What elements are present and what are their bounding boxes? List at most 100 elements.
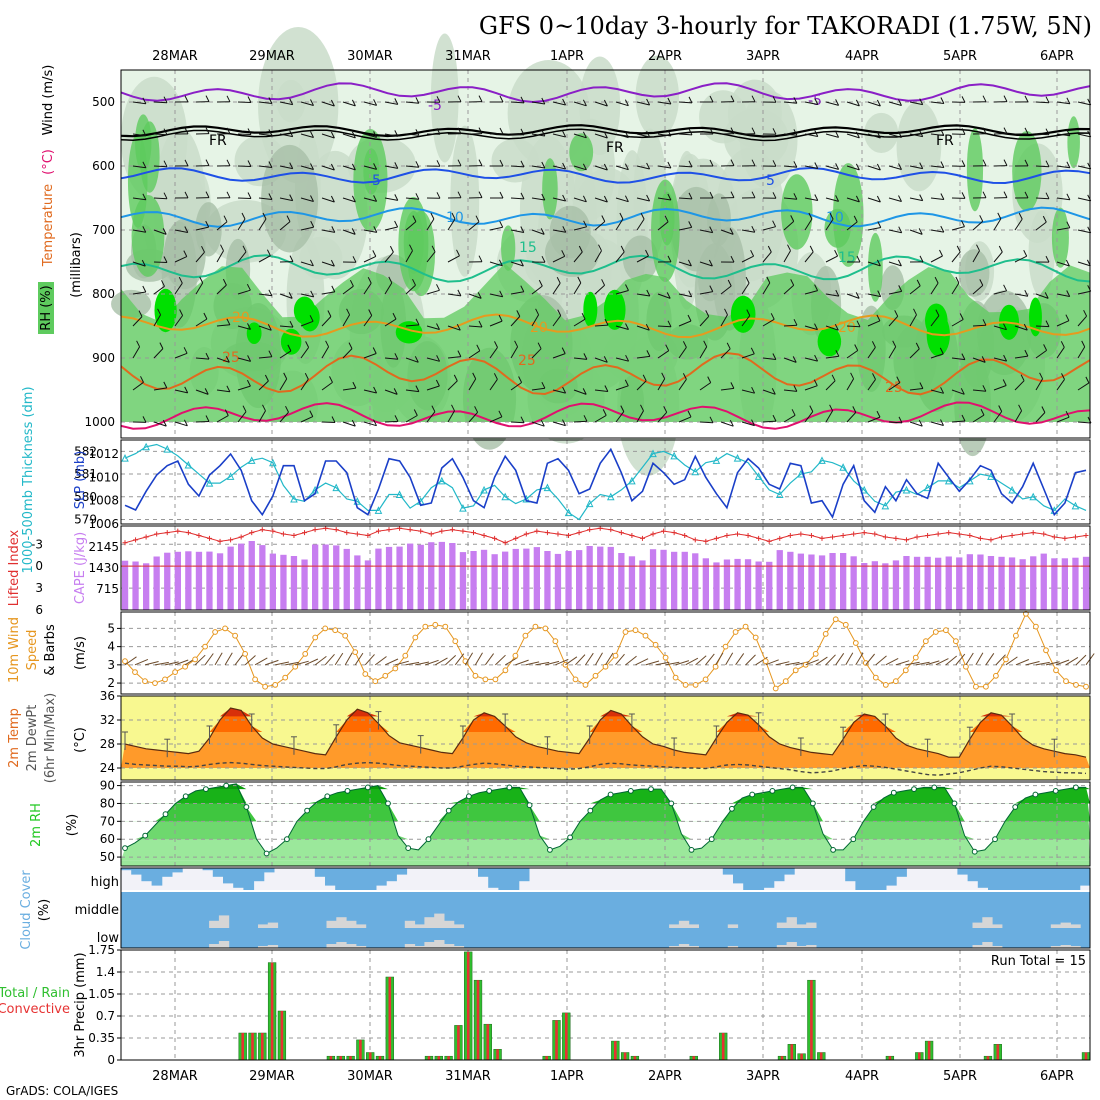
wind-barb [594, 389, 608, 392]
wind-barb [783, 414, 796, 423]
wind-barb [636, 380, 647, 391]
wind-barb-feather [1066, 161, 1071, 169]
wind-barb [237, 218, 246, 231]
cape-bar [734, 558, 741, 610]
wind-barb [384, 226, 398, 231]
wind-barb-feather [667, 129, 672, 137]
wind-barb [615, 197, 629, 203]
surface-wind-barb [525, 661, 540, 666]
wind-barb-feather [373, 163, 378, 170]
cloud-high-bar [855, 868, 867, 890]
wind-barb-feather [268, 97, 273, 104]
wind-barb-feather [919, 382, 924, 389]
wind-barb-feather [934, 276, 939, 284]
wind-barb-feather [918, 228, 923, 235]
wind-barb-feather [751, 191, 756, 198]
wind-barb [195, 389, 209, 395]
wind-barb [657, 101, 671, 105]
cloud-middle-gap [336, 917, 347, 928]
wind-barb-feather [982, 191, 987, 198]
slp-label: SLP (mb) [73, 451, 88, 510]
wind-barb-feather [814, 354, 819, 362]
wind-barb-feather [1085, 376, 1090, 384]
wind-barb [1014, 355, 1028, 359]
wind-barb-feather [247, 128, 252, 135]
thickness-point [501, 492, 509, 501]
lifted-tick-label: 0 [35, 559, 43, 573]
wind-barb [783, 284, 795, 295]
wind-barb-feather [1018, 212, 1023, 220]
cape-bar [607, 546, 614, 610]
cloud-low-bar [444, 944, 455, 948]
wind-barb-feather [835, 99, 840, 106]
wind-barb-feather [961, 353, 966, 360]
wind-barb [1056, 101, 1070, 105]
wind-barb [1077, 346, 1086, 359]
wind-barb-feather [388, 276, 393, 284]
wind-barb [195, 318, 208, 327]
wind-barb-feather [661, 372, 666, 380]
wind-speed-point [622, 629, 629, 635]
surface-wind-barb [965, 652, 974, 666]
wind-barb-feather [541, 97, 546, 105]
wind-barb-feather [939, 249, 943, 257]
wind-barb [552, 101, 566, 106]
precip-convective-bar [329, 1056, 333, 1060]
wind-barb-feather [730, 382, 735, 389]
wind-barb-feather [1066, 193, 1071, 201]
wind-barb-feather [919, 194, 924, 201]
wind-barb [321, 381, 333, 391]
precip-tick-label: 0.35 [88, 1031, 115, 1045]
wind-barb [909, 314, 917, 327]
wind-barb [804, 101, 818, 105]
wind-barb [615, 290, 629, 295]
wind-barb-feather [349, 279, 354, 287]
wind-barb-feather [829, 212, 834, 220]
wind-speed-point [152, 680, 158, 686]
wind-barb-feather [577, 276, 582, 284]
wind-barb-feather [222, 278, 227, 286]
wind-barb [615, 218, 624, 231]
precip-tick-label: 0 [107, 1053, 115, 1067]
cloud-middle-gap [453, 924, 465, 928]
wind-barb-feather [876, 99, 881, 107]
wind-barb-feather [499, 220, 504, 228]
wind-barb [258, 197, 272, 200]
wind-speed-point [1023, 610, 1029, 617]
wind-barb [552, 197, 566, 202]
wind-barb [279, 325, 294, 328]
cloud-high-bar [161, 868, 173, 877]
wind-barb-feather [876, 163, 881, 171]
cape-bar [829, 553, 836, 610]
wind-barb-feather [142, 416, 147, 423]
thickness-point [1008, 485, 1016, 494]
surface-wind-barb [1055, 659, 1070, 666]
wind-speed-point [993, 672, 999, 679]
lifted-index-point [639, 535, 645, 541]
cloud-high-bar [753, 868, 765, 890]
rh-plume [1067, 116, 1080, 169]
wind-barb [237, 165, 252, 167]
precip-convective-bar [368, 1052, 372, 1060]
wind-barb-feather [705, 310, 710, 317]
wind-barb [342, 421, 356, 427]
wind-speed-point [1053, 667, 1059, 674]
rh2m-point [364, 784, 371, 791]
cape-bar [185, 551, 192, 610]
rh2m-point [708, 836, 715, 843]
cloud-high-bar [488, 868, 499, 888]
wind-barb-feather [499, 290, 504, 298]
wind-barb-feather [998, 245, 1003, 253]
lifted-index-point [946, 530, 952, 536]
lifted-index-point [397, 525, 403, 531]
wind-barb [846, 350, 858, 359]
rh2m-point [992, 836, 998, 843]
cloud-frame [120, 867, 1091, 949]
wind-barb [195, 282, 204, 295]
wind-barb-feather [205, 191, 210, 198]
wind-barb [825, 355, 839, 359]
cloud-high-bar [988, 868, 999, 890]
wind-speed-point [642, 632, 649, 639]
wind-barb-feather [415, 129, 420, 136]
wind-barb [1035, 412, 1046, 423]
